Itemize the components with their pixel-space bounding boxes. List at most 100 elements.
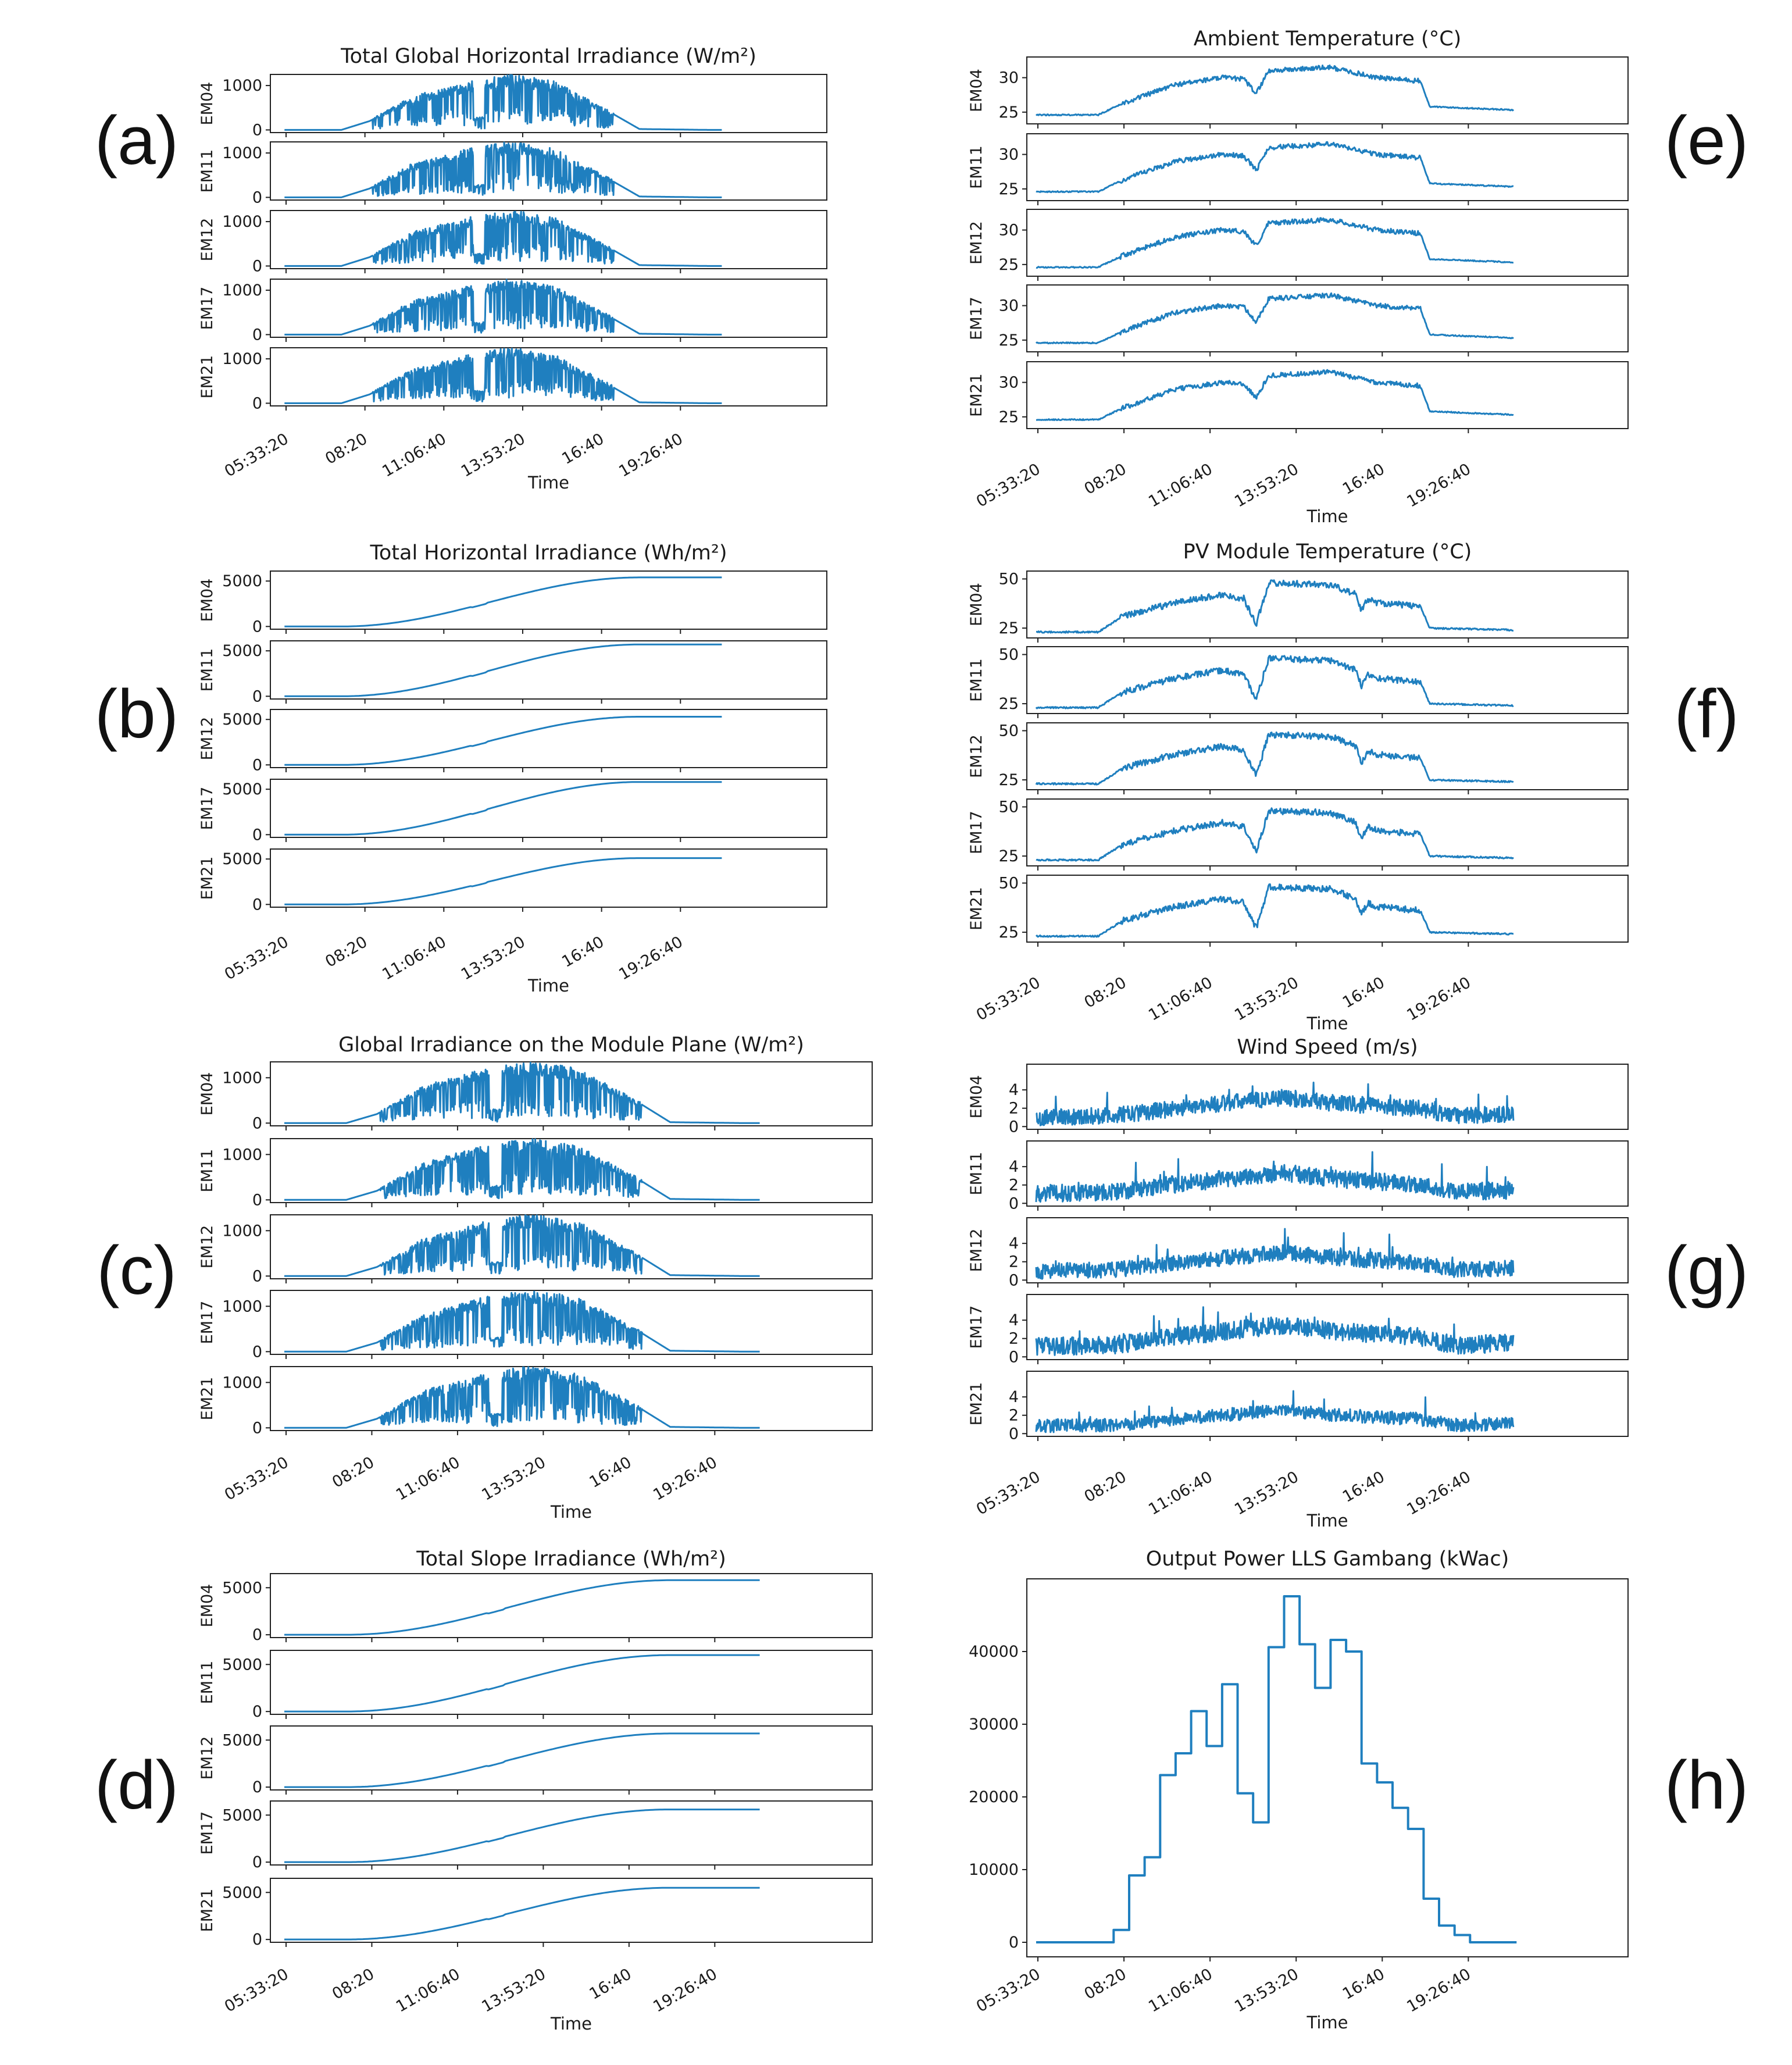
y-tick-label: 2 [1009, 1407, 1019, 1425]
axes-frame [270, 1138, 873, 1203]
y-tick-label: 1000 [222, 144, 262, 162]
station-label: EM11 [198, 1661, 216, 1704]
x-tick-label: 16:40 [1340, 1965, 1388, 2003]
x-tick-label: 19:26:40 [650, 1453, 720, 1504]
axes-frame [1026, 646, 1629, 714]
series-line-em17 [284, 781, 722, 836]
subplot-em11: 0 5000 EM11 [198, 640, 827, 705]
y-tick-label: 5000 [222, 850, 262, 868]
series-line-em04 [1036, 1082, 1515, 1126]
y-tick-label: 2 [1009, 1253, 1019, 1271]
station-label: EM21 [198, 1889, 216, 1932]
subplot-em12: 25 50 EM12 [968, 722, 1629, 794]
subplot-em21: 0 1000 EM21 [198, 347, 827, 412]
subplot-em21: 024 EM21 [968, 1371, 1629, 1443]
subplot-em11: 25 30 EM11 [968, 133, 1629, 205]
subplot-em04: 0 1000 EM04 [198, 1061, 873, 1132]
x-tick-label: 16:40 [559, 430, 607, 468]
y-tick-label: 0 [1009, 1348, 1019, 1366]
panel-letter: (h) [1665, 1747, 1748, 1824]
axes-frame [270, 848, 827, 908]
y-tick-label: 25 [999, 331, 1019, 349]
station-label: EM11 [968, 658, 986, 702]
station-label: EM17 [198, 787, 216, 830]
station-label: EM04 [968, 583, 986, 626]
series-line-em11 [1035, 654, 1514, 709]
y-tick-label: 10000 [969, 1861, 1019, 1879]
x-tick-label: 19:26:40 [1404, 460, 1474, 511]
y-tick-label: 1000 [222, 1297, 262, 1315]
chart-title: Wind Speed (m/s) [1237, 1036, 1418, 1059]
x-tick-label: 19:26:40 [616, 933, 686, 983]
station-label: EM04 [198, 579, 216, 622]
axes-frame [270, 347, 827, 406]
series-line-em21 [1035, 883, 1514, 938]
panel-letter: (a) [95, 102, 179, 179]
subplot-em17: 0 1000 EM17 [198, 279, 827, 344]
axes-frame [270, 1573, 873, 1638]
series-line-em17 [284, 1290, 761, 1353]
x-tick-label: 11:06:40 [393, 1965, 463, 2016]
x-tick-label: 16:40 [1340, 460, 1388, 498]
y-tick-label: 4 [1009, 1311, 1019, 1329]
y-tick-label: 0 [252, 896, 262, 914]
chart-title: Global Irradiance on the Module Plane (W… [338, 1033, 804, 1057]
x-tick-label: 11:06:40 [379, 933, 449, 983]
station-label: EM12 [198, 218, 216, 262]
y-tick-label: 1000 [222, 281, 262, 299]
station-label: EM04 [198, 82, 216, 126]
y-tick-label: 0 [252, 1343, 262, 1361]
panel-letter: (g) [1665, 1232, 1748, 1309]
subplot-em12: 024 EM12 [968, 1217, 1629, 1289]
series-line-em04 [284, 576, 722, 627]
axes-frame [1026, 798, 1629, 866]
x-tick-label: 08:20 [329, 1965, 377, 2003]
station-label: EM11 [968, 1152, 986, 1196]
station-label: EM17 [198, 287, 216, 330]
series-line-em11 [284, 141, 722, 198]
series-line-em11 [284, 1654, 760, 1713]
y-tick-label: 0 [252, 687, 262, 705]
x-axis-label: Time [527, 473, 569, 493]
y-tick-label: 5000 [222, 780, 262, 798]
subplot-em12: 0 5000 EM12 [198, 709, 827, 774]
x-tick-label: 19:26:40 [650, 1965, 720, 2016]
x-tick-label: 19:26:40 [616, 430, 686, 480]
axes-frame [270, 779, 827, 838]
x-tick-label: 11:06:40 [379, 430, 449, 480]
y-tick-label: 25 [999, 847, 1019, 865]
series-line-em04 [284, 74, 722, 131]
series-line-em17 [284, 279, 722, 336]
y-tick-label: 50 [999, 570, 1019, 589]
y-tick-label: 4 [1009, 1081, 1019, 1099]
series-line-em11 [1035, 1151, 1515, 1203]
subplot-em21: 25 30 EM21 [968, 361, 1629, 433]
x-tick-label: 11:06:40 [1145, 973, 1216, 1024]
subplot-em11: 024 EM11 [968, 1140, 1629, 1212]
panel-b: Total Horizontal Irradiance (Wh/m²) 0 5000… [198, 541, 827, 996]
panel-f: PV Module Temperature (°C) 25 50 EM04 25 50 EM… [968, 540, 1629, 1033]
x-tick-label: 08:20 [322, 933, 370, 971]
x-tick-labels: 05:33:20 08:20 11:06:40 13:53:20 16:40 19:26:… [222, 430, 686, 480]
y-tick-label: 5000 [222, 1579, 262, 1597]
y-tick-label: 0 [252, 257, 262, 275]
station-label: EM21 [198, 355, 216, 399]
y-tick-label: 0 [252, 188, 262, 206]
y-tick-label: 25 [999, 923, 1019, 941]
axes-frame [1026, 209, 1629, 277]
x-axis-label: Time [527, 976, 569, 996]
axes-frame [270, 210, 827, 269]
y-tick-label: 0 [252, 1853, 262, 1871]
y-tick-label: 5000 [222, 1731, 262, 1749]
subplot-em17: 25 30 EM17 [968, 284, 1629, 356]
axes-frame [1026, 1294, 1629, 1360]
axes-frame [1026, 1064, 1629, 1130]
station-label: EM12 [198, 717, 216, 761]
series-line-em21 [284, 1366, 761, 1429]
axes-frame [1026, 284, 1629, 352]
panel-a: Total Global Horizontal Irradiance (W/m²… [198, 45, 827, 493]
series-line-em21 [1036, 369, 1514, 422]
station-label: EM21 [968, 887, 986, 930]
panel-letter: (f) [1674, 676, 1739, 752]
